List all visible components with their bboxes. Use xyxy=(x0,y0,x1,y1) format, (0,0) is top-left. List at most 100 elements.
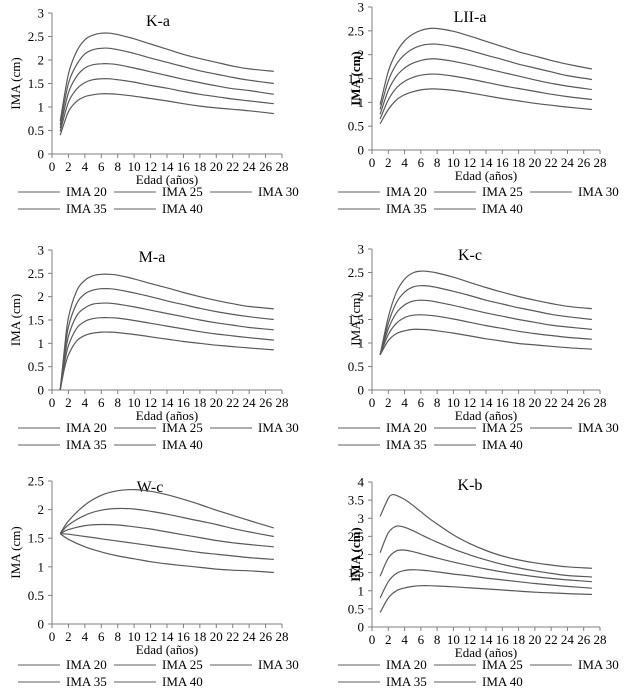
series-line-ima-20 xyxy=(59,331,274,391)
x-tick-label: 26 xyxy=(259,629,273,644)
chart-panel-3: M-a0 2 4 6 8 10 12 14 16 18 20 22 24 26 2800.511.522.5… xyxy=(8,243,299,453)
x-tick-label: 8 xyxy=(434,632,441,647)
x-axis-label: Edad (años) xyxy=(455,408,517,423)
series-line-ima-35 xyxy=(379,43,593,110)
x-tick-label: 12 xyxy=(144,395,157,410)
legend-label: IMA 25 xyxy=(482,657,523,672)
legend-label: IMA 30 xyxy=(578,420,619,435)
series-line-ima-40 xyxy=(59,32,274,122)
x-tick-label: 20 xyxy=(210,629,223,644)
chart-panel-1: K-a0 2 4 6 8 10 12 14 16 18 20 22 24 26 2800.511.522.5… xyxy=(8,6,299,217)
x-tick-label: 14 xyxy=(161,159,175,174)
y-tick-label: 0 xyxy=(358,143,365,158)
x-tick-label: 24 xyxy=(561,632,575,647)
x-tick-label: 8 xyxy=(434,395,441,410)
series-line-ima-30 xyxy=(59,302,274,391)
legend-label: IMA 20 xyxy=(386,420,427,435)
y-tick-label: 3 xyxy=(38,243,45,258)
x-tick-label: 14 xyxy=(161,395,175,410)
legend-label: IMA 35 xyxy=(66,437,107,452)
y-tick-label: 0.5 xyxy=(348,601,364,616)
chart-panel-4: K-c0 2 4 6 8 10 12 14 16 18 20 22 24 26 2800.511.522.5… xyxy=(338,242,619,452)
series-line-ima-20 xyxy=(59,533,274,574)
legend-label: IMA 20 xyxy=(386,184,427,199)
chart-panel-6: K-b0 2 4 6 8 10 12 14 16 18 20 22 24 26 2800.511.522.5… xyxy=(338,475,619,689)
y-tick-label: 2.5 xyxy=(28,266,44,281)
x-tick-label: 16 xyxy=(496,632,510,647)
series-line-ima-35 xyxy=(59,287,274,391)
x-tick-label: 8 xyxy=(114,159,121,174)
legend-label: IMA 30 xyxy=(258,184,299,199)
x-tick-label: 12 xyxy=(463,155,476,170)
x-tick-label: 10 xyxy=(447,155,460,170)
series-line-ima-40 xyxy=(379,270,592,355)
x-axis-label: Edad (años) xyxy=(455,645,517,660)
y-tick-label: 1.5 xyxy=(28,313,44,328)
x-tick-label: 28 xyxy=(276,629,289,644)
x-tick-label: 22 xyxy=(226,395,239,410)
x-tick-label: 10 xyxy=(128,159,141,174)
x-tick-label: 16 xyxy=(496,155,510,170)
y-tick-label: 2.5 xyxy=(348,23,364,38)
x-tick-label: 2 xyxy=(385,155,392,170)
y-tick-label: 1.5 xyxy=(348,565,364,580)
x-tick-label: 18 xyxy=(512,632,525,647)
y-tick-label: 1.5 xyxy=(28,76,44,91)
x-tick-label: 22 xyxy=(545,155,558,170)
legend-label: IMA 35 xyxy=(386,674,427,689)
y-tick-label: 4 xyxy=(358,475,365,490)
y-tick-label: 0 xyxy=(358,620,365,635)
y-tick-label: 0.5 xyxy=(28,359,44,374)
x-tick-label: 28 xyxy=(276,159,289,174)
x-tick-label: 10 xyxy=(128,395,141,410)
chart-title: K-b xyxy=(458,477,483,494)
y-tick-label: 0 xyxy=(38,147,45,162)
x-tick-label: 24 xyxy=(561,395,575,410)
x-tick-label: 20 xyxy=(528,632,541,647)
x-tick-label: 28 xyxy=(276,395,289,410)
legend-label: IMA 30 xyxy=(258,420,299,435)
x-tick-label: 8 xyxy=(114,395,121,410)
series-line-ima-30 xyxy=(59,63,274,129)
x-tick-label: 24 xyxy=(561,155,575,170)
y-tick-label: 0.5 xyxy=(28,123,44,138)
x-tick-label: 22 xyxy=(545,395,558,410)
legend-label: IMA 35 xyxy=(386,201,427,216)
x-tick-label: 4 xyxy=(82,629,89,644)
legend-label: IMA 25 xyxy=(162,657,203,672)
legend-label: IMA 30 xyxy=(578,657,619,672)
x-tick-label: 28 xyxy=(594,395,607,410)
x-tick-label: 18 xyxy=(512,155,525,170)
series-line-ima-30 xyxy=(379,549,592,583)
y-tick-label: 3.5 xyxy=(348,493,364,508)
y-axis-label: IMA (cm) xyxy=(348,51,363,106)
series-line-ima-35 xyxy=(59,507,274,538)
x-tick-label: 6 xyxy=(98,395,105,410)
legend-label: IMA 35 xyxy=(386,437,427,452)
x-tick-label: 0 xyxy=(49,159,56,174)
x-tick-label: 20 xyxy=(210,395,223,410)
x-tick-label: 26 xyxy=(259,395,273,410)
x-tick-label: 6 xyxy=(98,629,105,644)
x-tick-label: 14 xyxy=(161,629,175,644)
x-tick-label: 8 xyxy=(114,629,121,644)
y-tick-label: 2.5 xyxy=(348,529,364,544)
legend-label: IMA 20 xyxy=(386,657,427,672)
series-line-ima-30 xyxy=(59,523,274,548)
x-tick-label: 2 xyxy=(65,159,72,174)
x-tick-label: 2 xyxy=(385,632,392,647)
y-axis-label: IMA (cm) xyxy=(8,57,23,109)
x-tick-label: 2 xyxy=(65,395,72,410)
legend-label: IMA 20 xyxy=(66,420,107,435)
x-tick-label: 28 xyxy=(594,155,607,170)
legend-label: IMA 40 xyxy=(162,437,203,452)
legend-label: IMA 30 xyxy=(258,657,299,672)
series-line-ima-35 xyxy=(379,285,592,355)
x-tick-label: 20 xyxy=(528,395,541,410)
x-tick-label: 24 xyxy=(243,629,257,644)
legend-label: IMA 35 xyxy=(66,674,107,689)
series-line-ima-25 xyxy=(59,316,274,391)
chart-title: M-a xyxy=(139,249,166,266)
x-tick-label: 26 xyxy=(577,155,591,170)
x-tick-label: 0 xyxy=(369,155,376,170)
